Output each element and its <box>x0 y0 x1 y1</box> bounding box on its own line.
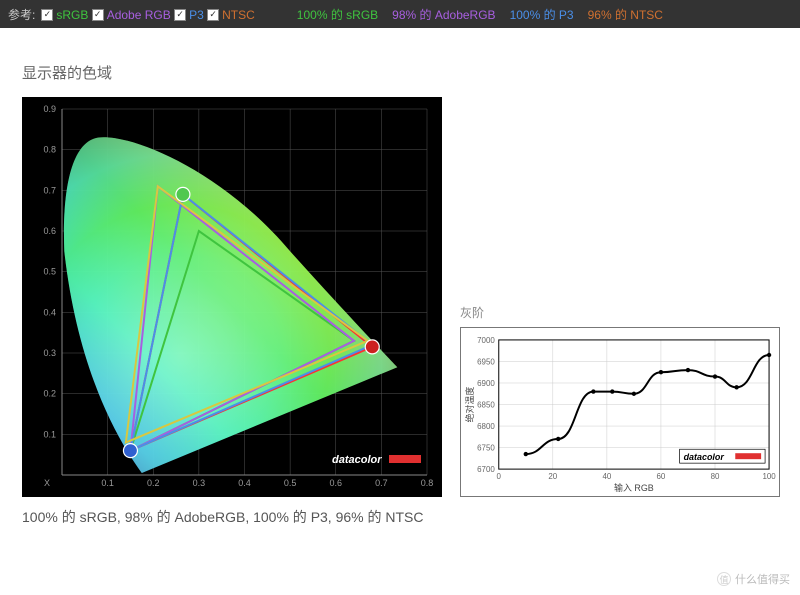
gamut-checkbox-adobergb[interactable]: Adobe RGB <box>92 8 171 22</box>
svg-text:0.8: 0.8 <box>421 478 434 488</box>
grayscale-column: 灰阶 6700 6750 6800 6850 6900 6950 7000 0 20 40 60 80… <box>460 304 784 497</box>
svg-text:输入 RGB: 输入 RGB <box>614 482 654 493</box>
svg-text:datacolor: datacolor <box>684 452 725 462</box>
coverage-reading: 98% 的 AdobeRGB <box>392 8 495 22</box>
grayscale-title: 灰阶 <box>460 304 784 321</box>
svg-text:0.4: 0.4 <box>238 478 251 488</box>
content-row: 0.1 0.2 0.3 0.4 0.5 0.6 0.7 0.8 0.1 0.2 0.3 0.4 0.5 0… <box>0 83 800 497</box>
coverage-reading: 96% 的 NTSC <box>588 8 663 22</box>
section-title: 显示器的色域 <box>0 28 800 83</box>
watermark-logo-icon: 值 <box>717 572 731 586</box>
result-caption: 100% 的 sRGB, 98% 的 AdobeRGB, 100% 的 P3, … <box>0 497 800 527</box>
checkbox-label: NTSC <box>222 8 255 22</box>
svg-text:0.7: 0.7 <box>43 185 56 195</box>
svg-text:7000: 7000 <box>477 336 495 345</box>
grayscale-chart: 6700 6750 6800 6850 6900 6950 7000 0 20 40 60 80 100… <box>460 327 780 497</box>
checkbox-icon[interactable] <box>174 9 186 21</box>
svg-text:100: 100 <box>762 472 776 481</box>
svg-text:6900: 6900 <box>477 379 495 388</box>
gamut-checkbox-ntsc[interactable]: NTSC <box>207 8 255 22</box>
coverage-reading: 100% 的 sRGB <box>297 8 378 22</box>
svg-text:6800: 6800 <box>477 422 495 431</box>
watermark-text: 什么值得买 <box>735 571 790 587</box>
checkbox-icon[interactable] <box>207 9 219 21</box>
reference-toolbar: 参考: sRGB Adobe RGB P3 NTSC 100% 的 sRGB 98… <box>0 0 800 28</box>
svg-text:0.3: 0.3 <box>193 478 206 488</box>
gamut-chart: 0.1 0.2 0.3 0.4 0.5 0.6 0.7 0.8 0.1 0.2 0.3 0.4 0.5 0… <box>22 97 442 497</box>
svg-text:40: 40 <box>602 472 611 481</box>
svg-text:X: X <box>44 478 50 488</box>
svg-text:0.5: 0.5 <box>43 267 56 277</box>
svg-text:6750: 6750 <box>477 444 495 453</box>
svg-text:6950: 6950 <box>477 357 495 366</box>
svg-text:0.1: 0.1 <box>43 429 56 439</box>
gamut-checkbox-p3[interactable]: P3 <box>174 8 204 22</box>
coverage-reading: 100% 的 P3 <box>510 8 574 22</box>
svg-text:0.6: 0.6 <box>329 478 342 488</box>
svg-text:0.8: 0.8 <box>43 145 56 155</box>
svg-text:60: 60 <box>657 472 666 481</box>
svg-text:80: 80 <box>711 472 720 481</box>
svg-text:6850: 6850 <box>477 401 495 410</box>
checkbox-label: P3 <box>189 8 204 22</box>
svg-text:绝对温度: 绝对温度 <box>464 387 475 423</box>
svg-text:datacolor: datacolor <box>332 454 382 466</box>
svg-text:0.7: 0.7 <box>375 478 388 488</box>
watermark: 值 什么值得买 <box>717 571 790 587</box>
svg-text:0.3: 0.3 <box>43 348 56 358</box>
svg-text:0.2: 0.2 <box>43 389 56 399</box>
svg-text:0: 0 <box>497 472 502 481</box>
svg-text:6700: 6700 <box>477 465 495 474</box>
svg-text:20: 20 <box>548 472 557 481</box>
checkbox-label: Adobe RGB <box>107 8 171 22</box>
checkbox-label: sRGB <box>56 8 88 22</box>
svg-text:0.1: 0.1 <box>101 478 114 488</box>
svg-text:0.5: 0.5 <box>284 478 297 488</box>
checkbox-icon[interactable] <box>41 9 53 21</box>
svg-text:0.9: 0.9 <box>43 104 56 114</box>
reference-label: 参考: <box>8 6 35 23</box>
gamut-checkbox-srgb[interactable]: sRGB <box>41 8 88 22</box>
checkbox-icon[interactable] <box>92 9 104 21</box>
svg-text:0.4: 0.4 <box>43 307 56 317</box>
svg-text:0.2: 0.2 <box>147 478 160 488</box>
svg-text:0.6: 0.6 <box>43 226 56 236</box>
